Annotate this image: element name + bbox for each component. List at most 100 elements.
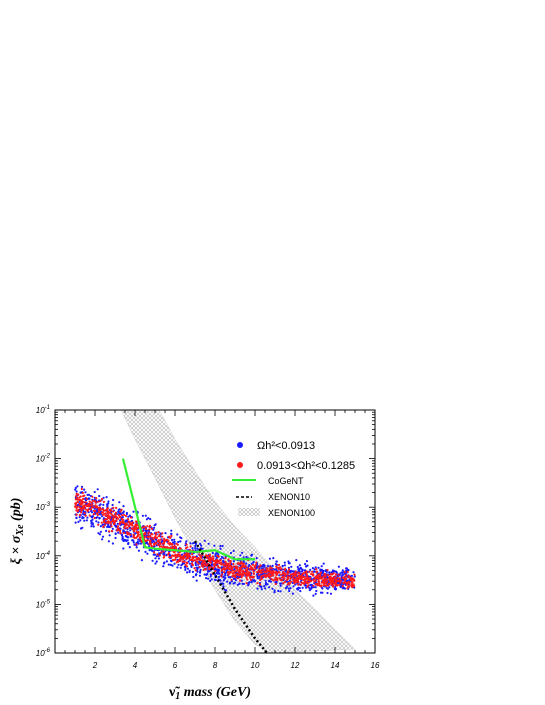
scatter-point-blue — [220, 555, 224, 559]
scatter-point-blue — [181, 553, 184, 556]
scatter-point-red — [314, 577, 317, 580]
scatter-point-red — [191, 563, 194, 567]
scatter-point-blue — [284, 587, 288, 590]
scatter-point-blue — [321, 591, 324, 594]
scatter-point-red — [90, 504, 93, 507]
scatter-point-blue — [111, 527, 114, 531]
scatter-point-blue — [214, 555, 217, 558]
scatter-point-red — [203, 559, 206, 563]
scatter-point-blue — [162, 565, 165, 568]
scatter-point-blue — [273, 589, 276, 592]
scatter-point-red — [145, 539, 148, 543]
scatter-point-red — [177, 560, 180, 563]
scatter-point-blue — [257, 577, 260, 580]
scatter-point-blue — [283, 564, 286, 567]
scatter-point-blue — [210, 578, 213, 581]
scatter-point-red — [123, 527, 126, 530]
scatter-point-red — [338, 577, 341, 580]
scatter-point-red — [143, 525, 146, 528]
scatter-point-blue — [135, 546, 138, 549]
scatter-point-blue — [176, 533, 179, 536]
scatter-point-red — [127, 518, 130, 521]
scatter-point-blue — [106, 503, 109, 506]
scatter-point-red — [245, 570, 249, 573]
scatter-point-red — [116, 525, 120, 528]
scatter-point-blue — [81, 526, 84, 529]
scatter-point-red — [310, 580, 313, 583]
scatter-point-red — [110, 529, 113, 533]
scatter-point-red — [187, 552, 190, 556]
scatter-point-blue — [232, 549, 235, 553]
scatter-point-red — [259, 564, 262, 567]
scatter-point-red — [143, 535, 146, 539]
scatter-point-red — [114, 511, 118, 514]
scatter-point-red — [279, 573, 283, 576]
scatter-point-red — [171, 554, 174, 557]
scatter-point-red — [213, 565, 216, 568]
scatter-point-blue — [217, 575, 221, 579]
scatter-point-red — [80, 499, 83, 502]
scatter-point-blue — [153, 524, 156, 527]
scatter-point-red — [76, 505, 79, 508]
scatter-point-blue — [173, 562, 176, 565]
scatter-point-blue — [157, 557, 160, 560]
scatter-point-red — [153, 542, 156, 546]
scatter-point-red — [84, 501, 87, 504]
scatter-point-blue — [165, 554, 168, 557]
scatter-point-red — [75, 492, 78, 495]
scatter-point-blue — [122, 505, 125, 508]
scatter-point-blue — [263, 564, 266, 567]
scatter-point-red — [106, 514, 109, 518]
scatter-point-red — [307, 584, 310, 587]
scatter-point-blue — [313, 570, 316, 573]
legend-marker-xenon100 — [238, 508, 260, 516]
scatter-point-red — [224, 557, 227, 560]
scatter-point-red — [207, 566, 211, 569]
scatter-point-red — [270, 567, 273, 570]
scatter-point-red — [164, 546, 167, 549]
scatter-point-red — [185, 565, 189, 568]
scatter-point-red — [338, 583, 341, 587]
scatter-point-red — [336, 584, 339, 587]
scatter-point-blue — [141, 514, 144, 517]
scatter-point-red — [112, 523, 116, 526]
scatter-point-blue — [248, 581, 251, 584]
scatter-point-blue — [298, 567, 301, 570]
scatter-point-red — [289, 577, 292, 580]
scatter-point-red — [282, 571, 285, 574]
scatter-point-red — [244, 568, 247, 572]
scatter-point-blue — [114, 525, 118, 528]
scatter-point-red — [102, 525, 105, 529]
scatter-point-red — [173, 544, 176, 547]
scatter-point-red — [152, 538, 155, 541]
scatter-point-red — [122, 531, 125, 535]
scatter-point-red — [298, 575, 302, 578]
scatter-point-red — [170, 534, 173, 538]
scatter-point-red — [114, 515, 118, 518]
scatter-point-red — [185, 543, 188, 546]
scatter-point-red — [323, 578, 327, 581]
scatter-point-red — [343, 570, 346, 574]
scatter-point-red — [314, 583, 317, 586]
scatter-point-blue — [99, 525, 102, 528]
scatter-point-red — [123, 525, 126, 528]
scatter-point-red — [301, 582, 304, 585]
scatter-point-blue — [209, 575, 212, 578]
scatter-point-red — [240, 576, 243, 579]
scatter-point-red — [231, 572, 234, 575]
scatter-point-blue — [114, 532, 117, 536]
scatter-point-red — [303, 580, 306, 583]
scatter-point-red — [103, 518, 106, 521]
scatter-point-red — [135, 536, 138, 539]
scatter-point-red — [225, 564, 229, 567]
scatter-point-blue — [287, 560, 290, 563]
scatter-point-red — [99, 499, 102, 503]
scatter-point-blue — [314, 592, 317, 596]
scatter-point-blue — [309, 568, 312, 572]
scatter-point-red — [242, 569, 245, 572]
scatter-point-red — [292, 575, 295, 578]
scatter-point-red — [92, 513, 95, 516]
scatter-point-blue — [279, 582, 282, 585]
scatter-point-red — [239, 573, 242, 576]
scatter-point-red — [76, 498, 79, 501]
